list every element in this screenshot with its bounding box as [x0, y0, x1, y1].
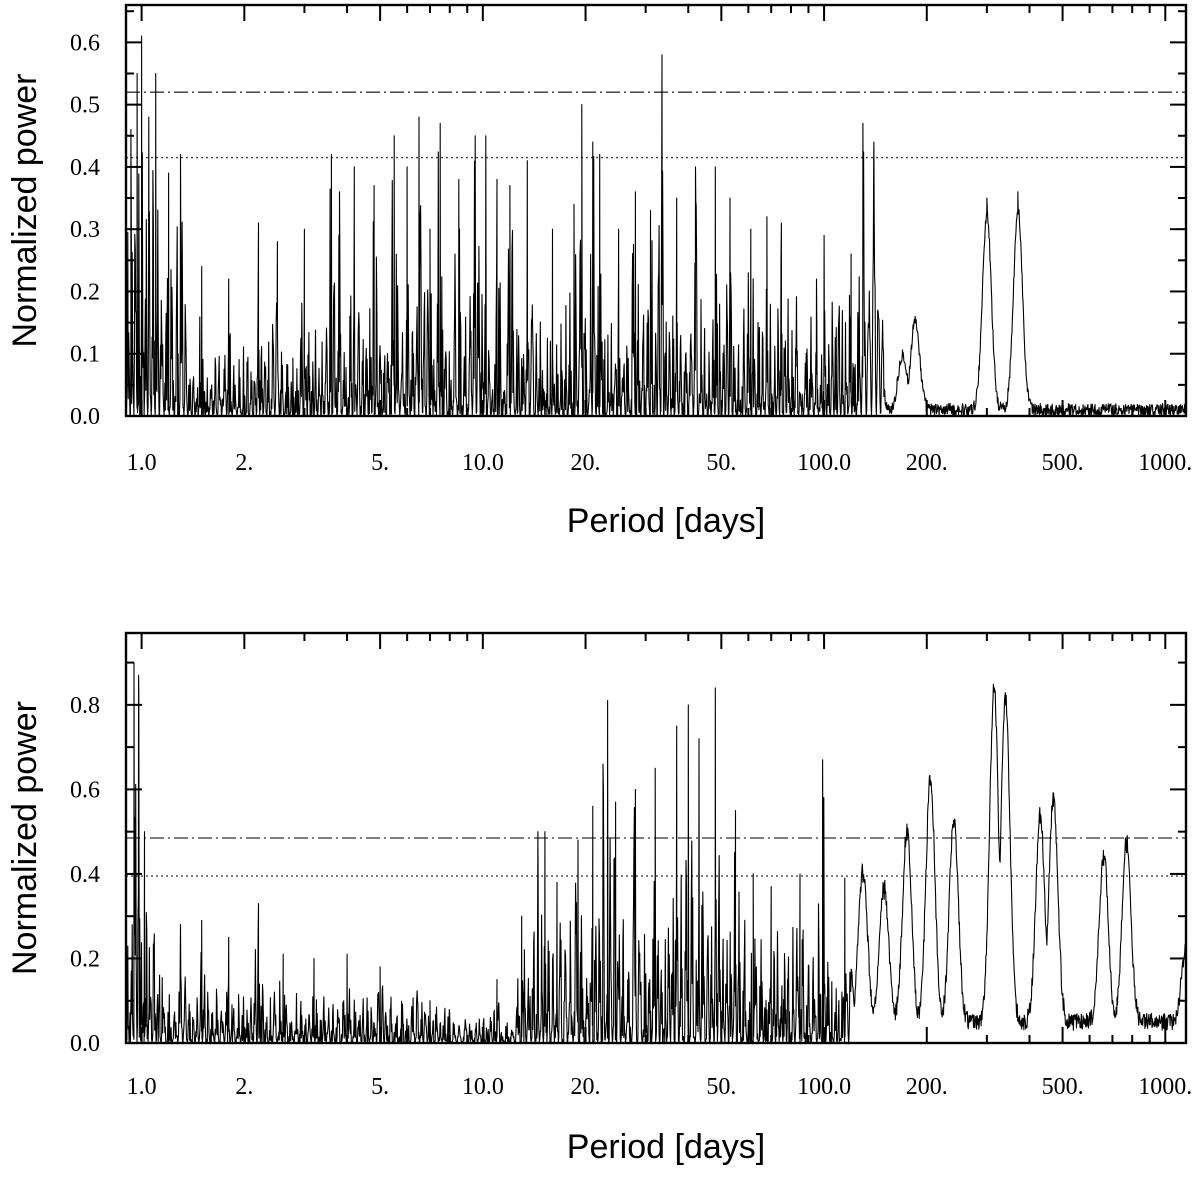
top-periodogram-panel: 1.0 2. 5. 10.0 20. 50. 100.0 200. 500. 1000. 0.0 0.…: [6, 3, 1192, 540]
y-axis-title: Normalized power: [6, 74, 44, 348]
y-tick-label: 0.0: [70, 404, 100, 430]
x-axis-title: Period [days]: [567, 502, 765, 540]
x-tick-label: 50.: [706, 1074, 736, 1100]
x-tick-label: 2.: [235, 1074, 253, 1100]
x-tick-label: 500.: [1042, 1074, 1084, 1100]
y-tick-label: 0.2: [70, 946, 100, 972]
y-axis-title: Normalized power: [6, 701, 44, 975]
x-tick-label: 100.0: [797, 1074, 851, 1100]
y-tick-label: 0.8: [70, 693, 100, 719]
x-tick-label: 1.0: [127, 1074, 157, 1100]
x-tick-label: 500.: [1042, 450, 1084, 476]
power-spectrum-line: [125, 35, 1187, 416]
x-tick-label: 1000.: [1138, 1074, 1192, 1100]
y-tick-label: 0.5: [70, 93, 100, 119]
x-tick-label: 10.0: [462, 1074, 504, 1100]
x-tick-label: 100.0: [797, 450, 851, 476]
x-tick-label: 2.: [235, 450, 253, 476]
y-tick-label: 0.3: [70, 217, 100, 243]
y-tick-label: 0.2: [70, 279, 100, 305]
plot-frame: [124, 3, 1188, 418]
x-tick-label: 1000.: [1138, 450, 1192, 476]
x-tick-label: 50.: [706, 450, 736, 476]
x-tick-label: 20.: [571, 450, 601, 476]
x-tick-label: 10.0: [462, 450, 504, 476]
power-spectrum-line: [125, 662, 1187, 1043]
y-tick-label: 0.1: [70, 342, 100, 368]
y-tick-label: 0.4: [70, 155, 100, 181]
x-tick-label: 5.: [371, 450, 389, 476]
x-tick-label: 200.: [906, 450, 948, 476]
y-tick-label: 0.6: [70, 30, 100, 56]
plot-frame: [124, 631, 1188, 1045]
x-tick-label: 20.: [571, 1074, 601, 1100]
x-tick-label: 200.: [906, 1074, 948, 1100]
x-tick-label: 5.: [371, 1074, 389, 1100]
y-tick-label: 0.6: [70, 777, 100, 803]
y-tick-label: 0.0: [70, 1031, 100, 1057]
y-tick-label: 0.4: [70, 862, 100, 888]
x-tick-label: 1.0: [127, 450, 157, 476]
x-axis-title: Period [days]: [567, 1128, 765, 1166]
bottom-periodogram-panel: 1.0 2. 5. 10.0 20. 50. 100.0 200. 500. 1000. 0.0 0.…: [6, 631, 1192, 1166]
